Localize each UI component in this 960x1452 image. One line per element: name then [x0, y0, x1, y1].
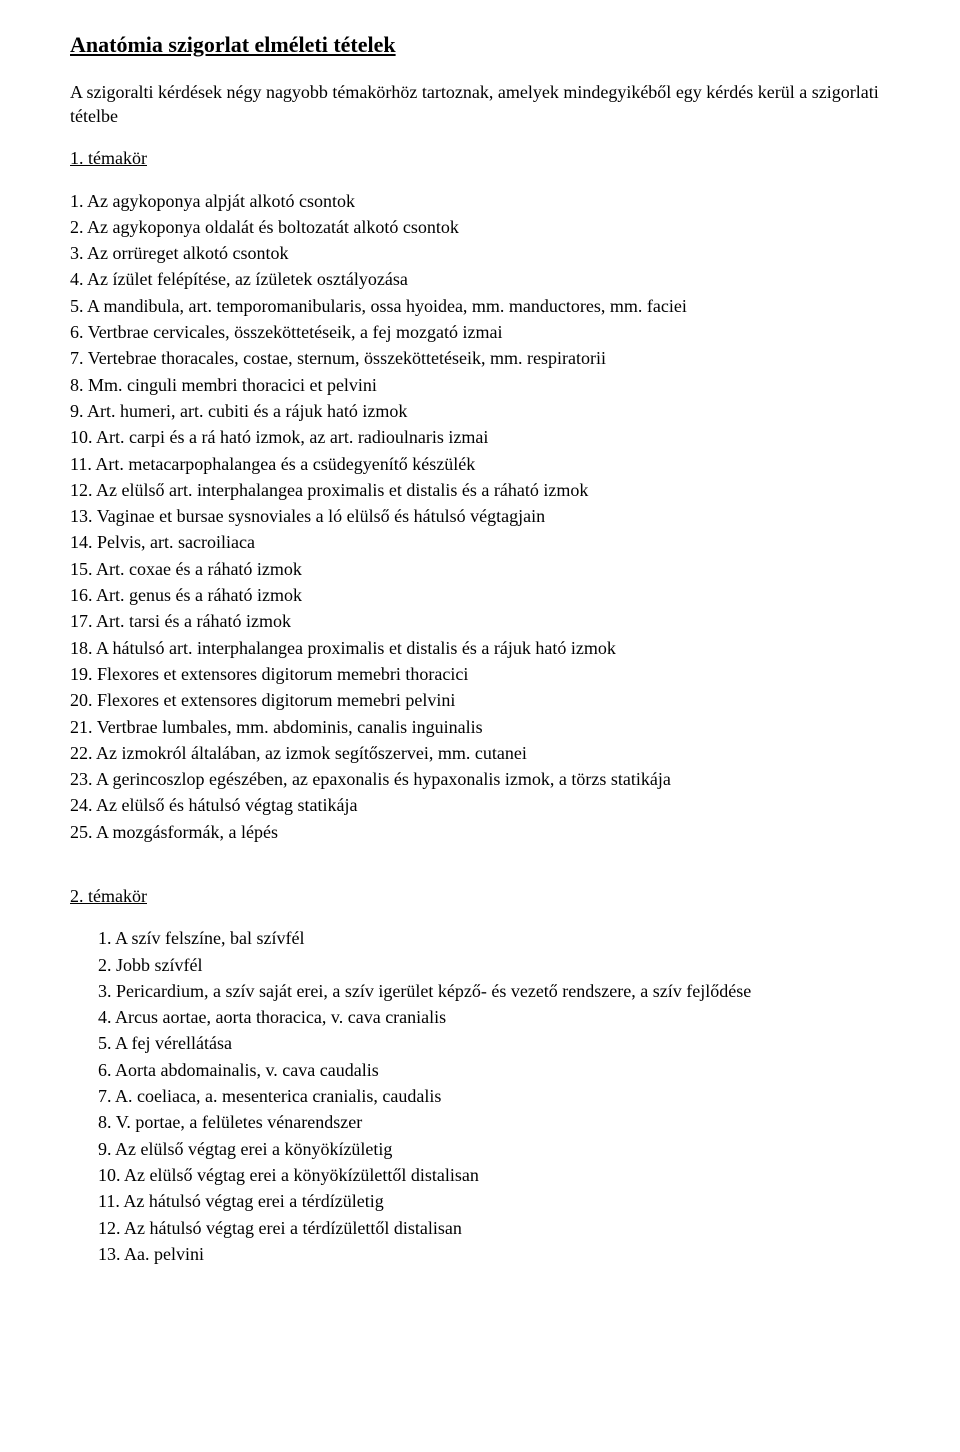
list-item: Az ízület felépítése, az ízületek osztál…: [70, 267, 890, 291]
list-item: Art. coxae és a ráható izmok: [70, 557, 890, 581]
list-item: Aa. pelvini: [98, 1242, 890, 1266]
list-item: Az elülső végtag erei a könyökízülettől …: [98, 1163, 890, 1187]
list-item: Aorta abdomainalis, v. cava caudalis: [98, 1058, 890, 1082]
list-item: Art. metacarpophalangea és a csüdegyenít…: [70, 452, 890, 476]
list-item: Az hátulsó végtag erei a térdízülettől d…: [98, 1216, 890, 1240]
list-item: Art. genus és a ráható izmok: [70, 583, 890, 607]
list-item: Flexores et extensores digitorum memebri…: [70, 662, 890, 686]
list-item: A mozgásformák, a lépés: [70, 820, 890, 844]
section-2-heading: 2. témakör: [70, 884, 890, 908]
list-item: Az hátulsó végtag erei a térdízületig: [98, 1189, 890, 1213]
list-item: Art. humeri, art. cubiti és a rájuk ható…: [70, 399, 890, 423]
list-item: Art. carpi és a rá ható izmok, az art. r…: [70, 425, 890, 449]
list-item: Vertebrae thoracales, costae, sternum, ö…: [70, 346, 890, 370]
section-1-heading: 1. témakör: [70, 146, 890, 170]
list-item: A. coeliaca, a. mesenterica cranialis, c…: [98, 1084, 890, 1108]
list-item: Flexores et extensores digitorum memebri…: [70, 688, 890, 712]
list-item: Arcus aortae, aorta thoracica, v. cava c…: [98, 1005, 890, 1029]
section-1-list: Az agykoponya alpját alkotó csontok Az a…: [70, 189, 890, 844]
list-item: A szív felszíne, bal szívfél: [98, 926, 890, 950]
list-item: Pelvis, art. sacroiliaca: [70, 530, 890, 554]
list-item: V. portae, a felületes vénarendszer: [98, 1110, 890, 1134]
list-item: Vertbrae lumbales, mm. abdominis, canali…: [70, 715, 890, 739]
section-2-list: A szív felszíne, bal szívfél Jobb szívfé…: [70, 926, 890, 1266]
list-item: Az agykoponya alpját alkotó csontok: [70, 189, 890, 213]
list-item: A gerincoszlop egészében, az epaxonalis …: [70, 767, 890, 791]
list-item: Az elülső végtag erei a könyökízületig: [98, 1137, 890, 1161]
list-item: A mandibula, art. temporomanibularis, os…: [70, 294, 890, 318]
list-item: Az orrüreget alkotó csontok: [70, 241, 890, 265]
list-item: Jobb szívfél: [98, 953, 890, 977]
list-item: A fej vérellátása: [98, 1031, 890, 1055]
list-item: Az agykoponya oldalát és boltozatát alko…: [70, 215, 890, 239]
list-item: Mm. cinguli membri thoracici et pelvini: [70, 373, 890, 397]
list-item: Pericardium, a szív saját erei, a szív i…: [98, 979, 890, 1003]
intro-text: A szigoralti kérdések négy nagyobb témak…: [70, 80, 890, 129]
list-item: A hátulsó art. interphalangea proximalis…: [70, 636, 890, 660]
list-item: Vertbrae cervicales, összeköttetéseik, a…: [70, 320, 890, 344]
list-item: Az izmokról általában, az izmok segítősz…: [70, 741, 890, 765]
list-item: Art. tarsi és a ráható izmok: [70, 609, 890, 633]
page-title: Anatómia szigorlat elméleti tételek: [70, 30, 890, 60]
list-item: Vaginae et bursae sysnoviales a ló elüls…: [70, 504, 890, 528]
list-item: Az elülső art. interphalangea proximalis…: [70, 478, 890, 502]
list-item: Az elülső és hátulsó végtag statikája: [70, 793, 890, 817]
